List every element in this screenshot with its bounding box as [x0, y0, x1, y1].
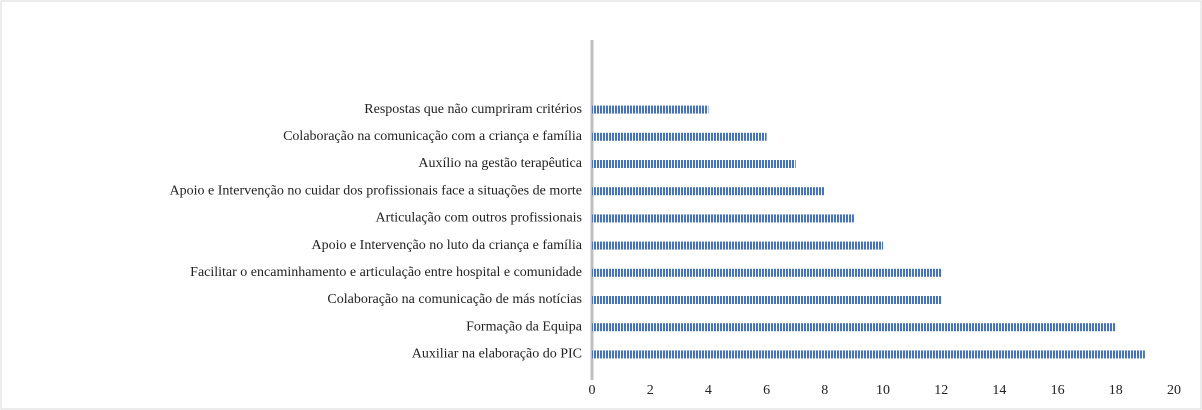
bar — [592, 214, 854, 223]
x-tick-label: 10 — [876, 383, 890, 398]
bar — [592, 132, 767, 141]
bar — [592, 323, 1116, 332]
bar — [592, 350, 1145, 359]
y-tick-label: Respostas que não cumpriram critérios — [364, 102, 582, 117]
bar — [592, 296, 942, 304]
y-tick-label: Articulação com outros profissionais — [376, 211, 582, 226]
y-tick-label: Auxiliar na elaboração do PIC — [412, 347, 582, 362]
bar — [592, 268, 942, 277]
x-tick-label: 20 — [1167, 383, 1181, 398]
bar — [592, 105, 709, 114]
x-tick-label: 14 — [992, 383, 1006, 398]
x-tick-label: 16 — [1051, 383, 1065, 398]
y-tick-label: Auxílio na gestão terapêutica — [418, 156, 582, 171]
bar — [592, 187, 825, 196]
x-tick-label: 0 — [589, 383, 596, 398]
y-tick-label: Apoio e Intervenção no luto da criança e… — [311, 238, 582, 253]
y-tick-label: Apoio e Intervenção no cuidar dos profis… — [170, 183, 582, 198]
x-tick-label: 6 — [763, 383, 770, 398]
x-tick-label: 18 — [1109, 383, 1123, 398]
x-tick-label: 8 — [821, 383, 828, 398]
y-tick-label: Colaboração na comunicação com a criança… — [283, 129, 583, 144]
x-tick-label: 4 — [705, 383, 712, 398]
bar — [592, 241, 883, 250]
y-tick-label: Facilitar o encaminhamento e articulação… — [190, 265, 582, 280]
y-tick-label: Formação da Equipa — [466, 319, 583, 334]
y-tick-label: Colaboração na comunicação de más notíci… — [327, 292, 582, 307]
x-tick-label: 12 — [934, 383, 948, 398]
x-tick-label: 2 — [647, 383, 654, 398]
bar — [592, 160, 796, 168]
